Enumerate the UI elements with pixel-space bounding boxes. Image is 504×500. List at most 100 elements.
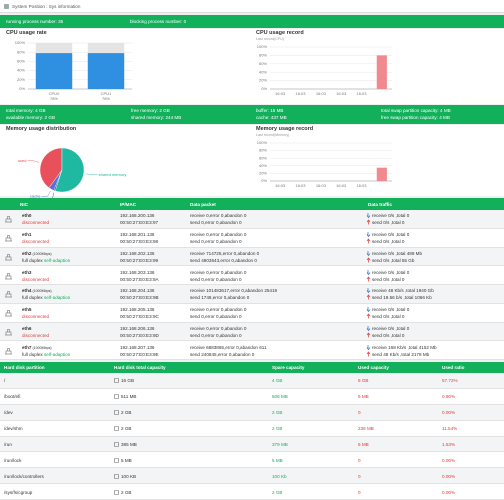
disk-icon-shape (114, 410, 120, 415)
nic-icon-shape (5, 329, 12, 336)
disk-icon-shape (114, 489, 120, 495)
disk-cell: 0 (358, 457, 361, 463)
traffic-arrow-shape (366, 269, 371, 275)
chart-title: CPU usage record (256, 30, 304, 36)
pie-leader (41, 190, 51, 197)
disk-cell: 385 MB (121, 441, 137, 447)
nic-receive-traffic: receive 0/s ,total 0 (372, 269, 410, 275)
memory-info: total memory: 4 GB (6, 108, 46, 113)
nic-icon-shape (5, 216, 12, 223)
disk-cell: 2 GB (121, 410, 132, 416)
traffic-arrow (366, 288, 371, 294)
chart-title: Memory usage distribution (6, 126, 77, 132)
disk-icon (114, 442, 120, 447)
y-tick-label: 0% (19, 86, 25, 91)
disk-cell: /sys/fs/cgroup (4, 489, 33, 495)
nic-ip: 192.168.206.136 (120, 325, 155, 331)
nic-receive-packet: receive 0,error 0,abandon 0 (190, 325, 247, 331)
nic-send-traffic: send 48 Kb/s ,total 2178 Mb (372, 351, 430, 357)
y-tick-label: 100% (15, 40, 26, 45)
traffic-arrow (366, 257, 371, 263)
nic-ip: 192.168.200.136 (120, 213, 155, 219)
traffic-arrow-shape (366, 313, 371, 319)
bar (376, 167, 387, 181)
process-bar: running process number: 35 blocking proce… (0, 15, 504, 28)
chart-title: CPU usage rate (6, 30, 47, 36)
disk-icon-shape (114, 394, 120, 400)
disk-icon-shape (114, 442, 120, 447)
nic-name: eth4(1000Mbps) (22, 288, 52, 294)
x-tick-label: 16:03 (356, 91, 367, 96)
nic-status: full duplex self-adaption (22, 257, 71, 263)
pie-leader (27, 160, 40, 163)
y-tick-label: 80% (259, 52, 267, 57)
nic-speed: (1000Mbps) (32, 251, 52, 256)
nic-icon (5, 235, 12, 242)
traffic-arrow-shape (366, 276, 371, 282)
nic-icon-shape (5, 254, 12, 261)
memory-pie: usedcachebuffershared memory (18, 147, 126, 203)
top-bar: System Position : Sys information (0, 0, 504, 13)
nic-status: disconnected (22, 332, 50, 338)
disk-icon-shape (114, 458, 120, 463)
disk-icon (114, 426, 120, 431)
disk-icon (114, 410, 120, 415)
breadcrumb: System Position : Sys information (12, 4, 81, 9)
nic-mac: 00:50:27:E0:E3:9D (120, 332, 159, 338)
traffic-arrow-shape (366, 344, 371, 350)
x-tick-label: 16:03 (275, 91, 286, 96)
nic-icon (5, 329, 12, 336)
nic-mac: 00:50:27:E0:E3:97 (120, 220, 159, 226)
disk-cell: /dev (4, 410, 13, 416)
nic-icon (5, 347, 12, 354)
memory-info-bar: total memory: 4 GB available memory: 2 GB… (0, 105, 504, 124)
memory-info: buffer: 15 MB (256, 108, 284, 113)
disk-row: /run/lock 5 MB 5 MB 0 0.00% (0, 452, 504, 469)
traffic-arrow-shape (366, 288, 371, 294)
disk-cell: 0.90% (442, 394, 456, 400)
y-tick-label: 20% (259, 78, 267, 83)
nic-status: full duplex self-adaption (22, 295, 71, 301)
nic-mac: 00:50:27:E0:E3:9B (120, 295, 159, 301)
chart-subtitle: Last record(Memory) (256, 133, 290, 137)
traffic-arrow-shape (366, 219, 371, 225)
disk-cell: 5 MB (272, 457, 283, 463)
nic-ip: 192.168.203.136 (120, 269, 155, 275)
nic-icon (5, 216, 12, 223)
disk-icon-shape (114, 473, 120, 479)
y-tick-label: 60% (259, 155, 267, 160)
disk-header-cell: Used capacity (358, 365, 389, 370)
nic-header-cell: Data traffic (368, 202, 392, 207)
nic-mode: self-adaption (43, 257, 71, 263)
nic-header-cell: NIC (20, 202, 28, 207)
y-tick-label: 0% (261, 178, 267, 183)
chart-title: Memory usage record (256, 126, 314, 132)
nic-mode: self-adaption (43, 295, 71, 301)
disk-cell: /run (4, 441, 12, 447)
nic-mac: 00:50:27:E0:E3:98 (120, 239, 159, 245)
nic-speed: (1000Mbps) (32, 345, 52, 350)
disk-icon (114, 378, 120, 384)
nic-mac: 00:50:27:E0:E3:99 (120, 257, 159, 263)
cpu-record-chart: 0% 20% 40% 60% 80% 100% 16:03 16:03 16:03 16:03 16… (257, 44, 392, 96)
disk-row: /sys/fs/cgroup 2 GB 2 GB 0 0.00% (0, 484, 504, 500)
nic-receive-packet: receive 714725,error 0,abandon 0 (190, 250, 260, 256)
nic-ip: 192.168.202.136 (120, 250, 155, 256)
pie-slice (54, 147, 85, 193)
traffic-arrow-shape (366, 257, 371, 263)
disk-cell: /dev/shm (4, 426, 23, 432)
y-tick-label: 80% (17, 49, 25, 54)
disk-cell: 0.00% (442, 489, 456, 495)
chart-subtitle: Last record(CPU) (256, 37, 284, 41)
nic-row: eth7(1000Mbps) full duplex self-adaption 1… (0, 341, 504, 360)
x-tick-label: 16:03 (336, 91, 347, 96)
nic-receive-traffic: receive 0/s ,total 0 (372, 307, 410, 313)
nic-receive-packet: receive 0,error 0,abandon 0 (190, 307, 247, 313)
disk-header-cell: Hard disk total capacity (114, 365, 166, 370)
nic-receive-packet: receive 0,error 0,abandon 0 (190, 269, 247, 275)
nic-name: eth2(1000Mbps) (22, 250, 52, 256)
nic-icon-shape (5, 235, 12, 242)
nic-header: NIC IP/MAC Data packet Data traffic (0, 198, 504, 210)
disk-cell: 100 KB (121, 473, 137, 479)
nic-send-traffic: send 0/s ,total 0 (372, 239, 405, 245)
